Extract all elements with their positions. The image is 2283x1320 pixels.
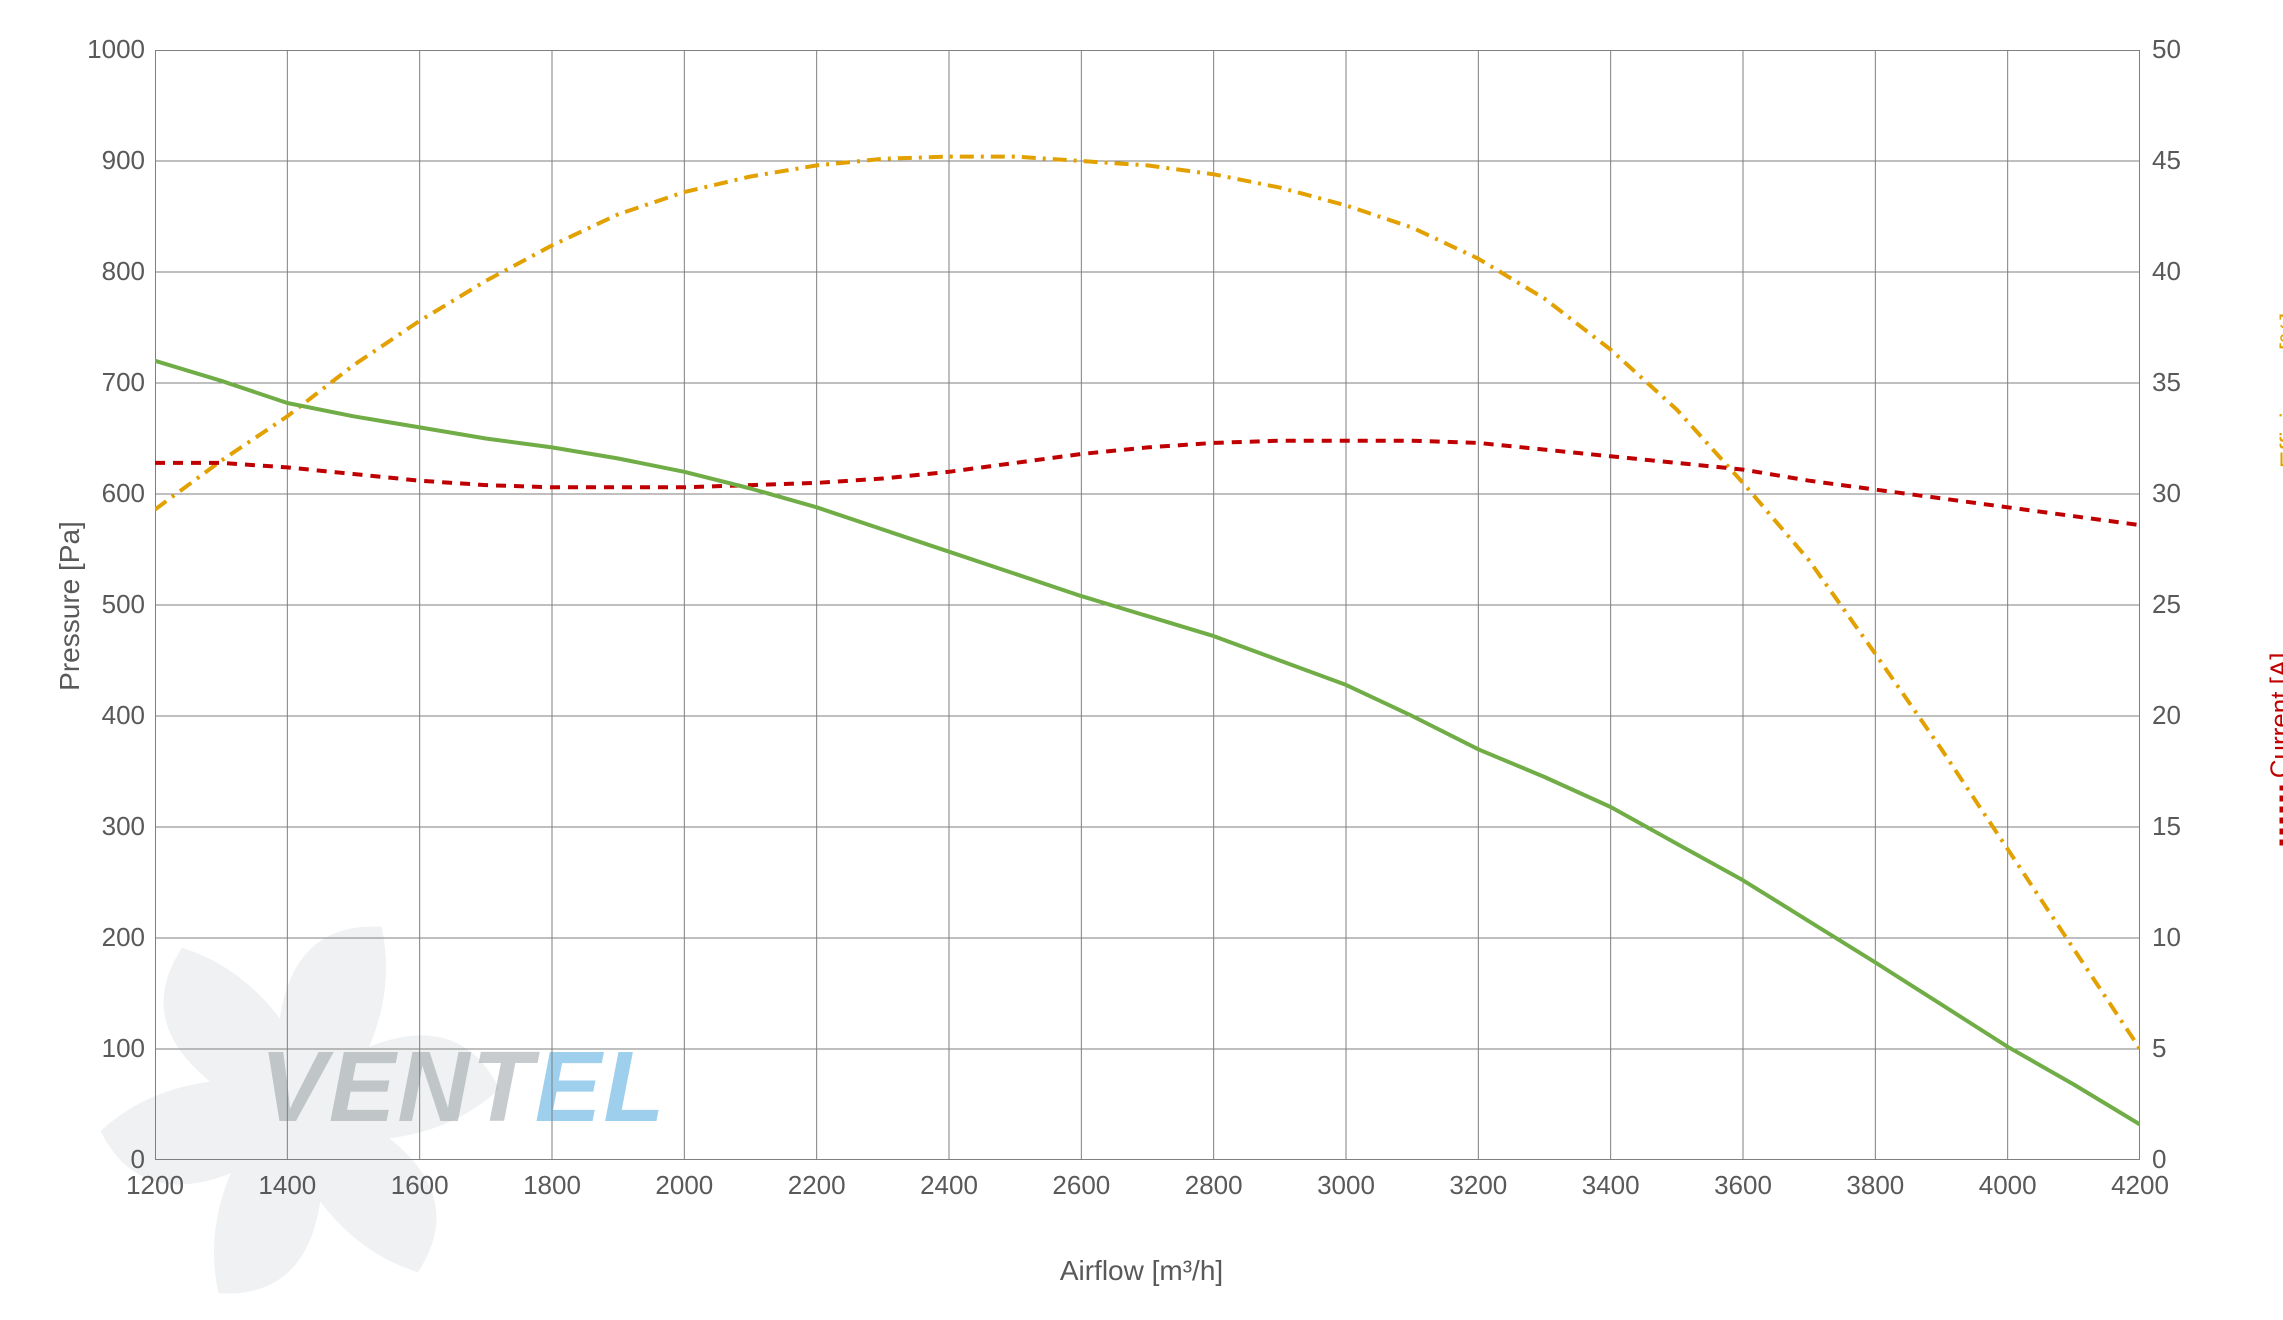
tick-label: 3200 (1428, 1170, 1528, 1201)
tick-label: 4000 (1958, 1170, 2058, 1201)
tick-label: 800 (45, 256, 145, 287)
tick-label: 3400 (1561, 1170, 1661, 1201)
tick-label: 600 (45, 478, 145, 509)
tick-label: 3000 (1296, 1170, 1396, 1201)
tick-label: 900 (45, 145, 145, 176)
tick-label: 100 (45, 1033, 145, 1064)
tick-label: 25 (2152, 589, 2252, 620)
tick-label: 2400 (899, 1170, 999, 1201)
tick-label: 1800 (502, 1170, 602, 1201)
tick-label: 1000 (45, 34, 145, 65)
legend-efficiency-label: Efficiency [%] (2275, 313, 2283, 469)
legend-current: Current [A] (2265, 586, 2283, 846)
tick-label: 3600 (1693, 1170, 1793, 1201)
tick-label: 500 (45, 589, 145, 620)
x-axis-label: Airflow [m³/h] (0, 1255, 2283, 1287)
tick-label: 50 (2152, 34, 2252, 65)
tick-label: 300 (45, 811, 145, 842)
chart-plot-area (155, 50, 2140, 1160)
tick-label: 2000 (634, 1170, 734, 1201)
series-pressure (155, 361, 2140, 1125)
tick-label: 20 (2152, 700, 2252, 731)
tick-label: 1600 (370, 1170, 470, 1201)
tick-label: 40 (2152, 256, 2252, 287)
tick-label: 3800 (1825, 1170, 1925, 1201)
tick-label: 30 (2152, 478, 2252, 509)
tick-label: 200 (45, 922, 145, 953)
tick-label: 700 (45, 367, 145, 398)
legend-efficiency: Efficiency [%] (2275, 256, 2283, 536)
tick-label: 5 (2152, 1033, 2252, 1064)
tick-label: 0 (45, 1144, 145, 1175)
tick-label: 45 (2152, 145, 2252, 176)
tick-label: 400 (45, 700, 145, 731)
tick-label: 2200 (767, 1170, 867, 1201)
tick-label: 10 (2152, 922, 2252, 953)
series-current (155, 441, 2140, 525)
series-efficiency (155, 157, 2140, 1049)
tick-label: 1400 (237, 1170, 337, 1201)
tick-label: 35 (2152, 367, 2252, 398)
tick-label: 0 (2152, 1144, 2252, 1175)
tick-label: 2800 (1164, 1170, 1264, 1201)
legend-current-label: Current [A] (2265, 653, 2283, 779)
legend-current-swatch-icon (2274, 786, 2283, 846)
tick-label: 15 (2152, 811, 2252, 842)
tick-label: 2600 (1031, 1170, 1131, 1201)
